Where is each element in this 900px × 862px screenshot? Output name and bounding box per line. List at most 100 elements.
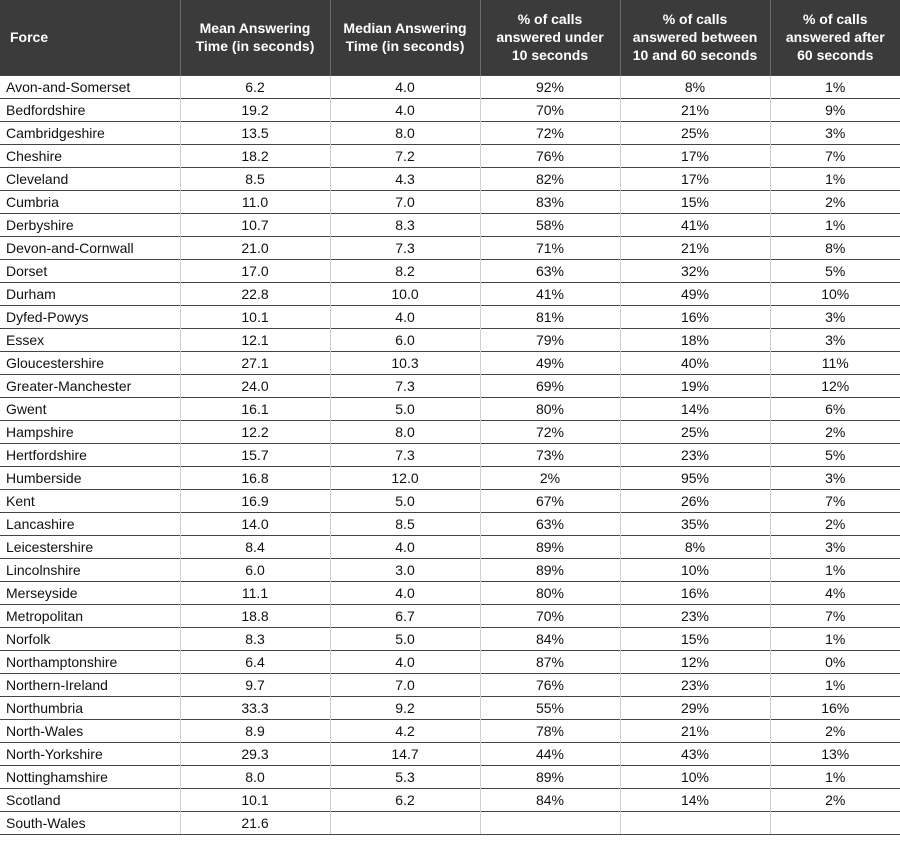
cell-value: 14.7 bbox=[330, 742, 480, 765]
cell-value: 29.3 bbox=[180, 742, 330, 765]
cell-value: 1% bbox=[770, 213, 900, 236]
cell-value: 5.3 bbox=[330, 765, 480, 788]
cell-value: 76% bbox=[480, 144, 620, 167]
cell-value: 4.0 bbox=[330, 75, 480, 98]
cell-force: Avon-and-Somerset bbox=[0, 75, 180, 98]
cell-value: 40% bbox=[620, 351, 770, 374]
cell-value: 6.4 bbox=[180, 650, 330, 673]
cell-force: Merseyside bbox=[0, 581, 180, 604]
cell-value: 6.0 bbox=[330, 328, 480, 351]
cell-value: 24.0 bbox=[180, 374, 330, 397]
cell-value: 44% bbox=[480, 742, 620, 765]
cell-value: 63% bbox=[480, 259, 620, 282]
cell-value: 12% bbox=[770, 374, 900, 397]
cell-value bbox=[770, 811, 900, 834]
cell-value: 3% bbox=[770, 328, 900, 351]
cell-value: 12.2 bbox=[180, 420, 330, 443]
cell-value: 8% bbox=[620, 75, 770, 98]
table-row: North-Yorkshire29.314.744%43%13% bbox=[0, 742, 900, 765]
cell-value: 5% bbox=[770, 443, 900, 466]
cell-value: 89% bbox=[480, 558, 620, 581]
cell-value bbox=[330, 811, 480, 834]
cell-value: 21% bbox=[620, 719, 770, 742]
cell-value: 4% bbox=[770, 581, 900, 604]
cell-value: 70% bbox=[480, 604, 620, 627]
cell-value: 89% bbox=[480, 765, 620, 788]
col-after60: % of calls answered after 60 seconds bbox=[770, 0, 900, 75]
table-row: Norfolk8.35.084%15%1% bbox=[0, 627, 900, 650]
cell-value: 15% bbox=[620, 627, 770, 650]
table-row: South-Wales21.6 bbox=[0, 811, 900, 834]
cell-force: Hampshire bbox=[0, 420, 180, 443]
cell-value: 25% bbox=[620, 420, 770, 443]
table-row: Northern-Ireland9.77.076%23%1% bbox=[0, 673, 900, 696]
table-row: Metropolitan18.86.770%23%7% bbox=[0, 604, 900, 627]
cell-value: 67% bbox=[480, 489, 620, 512]
cell-value: 92% bbox=[480, 75, 620, 98]
cell-value: 10.1 bbox=[180, 305, 330, 328]
cell-force: Gloucestershire bbox=[0, 351, 180, 374]
cell-value: 35% bbox=[620, 512, 770, 535]
cell-value: 8.3 bbox=[180, 627, 330, 650]
table-row: Avon-and-Somerset6.24.092%8%1% bbox=[0, 75, 900, 98]
cell-value: 70% bbox=[480, 98, 620, 121]
table-row: Cumbria11.07.083%15%2% bbox=[0, 190, 900, 213]
cell-force: Humberside bbox=[0, 466, 180, 489]
cell-value: 84% bbox=[480, 627, 620, 650]
cell-value: 21.6 bbox=[180, 811, 330, 834]
cell-value: 7% bbox=[770, 489, 900, 512]
cell-value: 17% bbox=[620, 144, 770, 167]
col-mean: Mean Answering Time (in seconds) bbox=[180, 0, 330, 75]
cell-value: 21% bbox=[620, 98, 770, 121]
cell-value: 23% bbox=[620, 673, 770, 696]
cell-value: 23% bbox=[620, 443, 770, 466]
cell-force: Nottinghamshire bbox=[0, 765, 180, 788]
cell-value: 7.3 bbox=[330, 443, 480, 466]
cell-force: Derbyshire bbox=[0, 213, 180, 236]
table-row: Gwent16.15.080%14%6% bbox=[0, 397, 900, 420]
table-body: Avon-and-Somerset6.24.092%8%1%Bedfordshi… bbox=[0, 75, 900, 834]
cell-value: 10.3 bbox=[330, 351, 480, 374]
table-row: Merseyside11.14.080%16%4% bbox=[0, 581, 900, 604]
cell-force: Norfolk bbox=[0, 627, 180, 650]
cell-value: 32% bbox=[620, 259, 770, 282]
cell-value: 1% bbox=[770, 167, 900, 190]
cell-value: 49% bbox=[620, 282, 770, 305]
cell-value: 18.8 bbox=[180, 604, 330, 627]
cell-value: 18% bbox=[620, 328, 770, 351]
cell-value: 72% bbox=[480, 420, 620, 443]
cell-value: 7.0 bbox=[330, 190, 480, 213]
cell-value: 14% bbox=[620, 788, 770, 811]
table-row: Devon-and-Cornwall21.07.371%21%8% bbox=[0, 236, 900, 259]
cell-value: 2% bbox=[770, 420, 900, 443]
cell-value: 2% bbox=[770, 788, 900, 811]
cell-value: 6.0 bbox=[180, 558, 330, 581]
cell-value: 22.8 bbox=[180, 282, 330, 305]
cell-value: 5.0 bbox=[330, 627, 480, 650]
cell-value: 1% bbox=[770, 765, 900, 788]
cell-value: 11.1 bbox=[180, 581, 330, 604]
cell-value: 84% bbox=[480, 788, 620, 811]
cell-value: 4.0 bbox=[330, 305, 480, 328]
cell-force: North-Wales bbox=[0, 719, 180, 742]
cell-value: 19.2 bbox=[180, 98, 330, 121]
cell-value: 71% bbox=[480, 236, 620, 259]
cell-value: 26% bbox=[620, 489, 770, 512]
cell-value: 21.0 bbox=[180, 236, 330, 259]
cell-value: 55% bbox=[480, 696, 620, 719]
table-row: Gloucestershire27.110.349%40%11% bbox=[0, 351, 900, 374]
cell-value: 2% bbox=[480, 466, 620, 489]
table-row: Northumbria33.39.255%29%16% bbox=[0, 696, 900, 719]
cell-value: 72% bbox=[480, 121, 620, 144]
cell-value: 5.0 bbox=[330, 397, 480, 420]
cell-value: 27.1 bbox=[180, 351, 330, 374]
cell-force: Essex bbox=[0, 328, 180, 351]
cell-value: 43% bbox=[620, 742, 770, 765]
cell-force: Northern-Ireland bbox=[0, 673, 180, 696]
table-row: Kent16.95.067%26%7% bbox=[0, 489, 900, 512]
cell-value: 11% bbox=[770, 351, 900, 374]
col-10to60: % of calls answered between 10 and 60 se… bbox=[620, 0, 770, 75]
cell-value: 82% bbox=[480, 167, 620, 190]
cell-force: Cumbria bbox=[0, 190, 180, 213]
cell-value: 3% bbox=[770, 466, 900, 489]
